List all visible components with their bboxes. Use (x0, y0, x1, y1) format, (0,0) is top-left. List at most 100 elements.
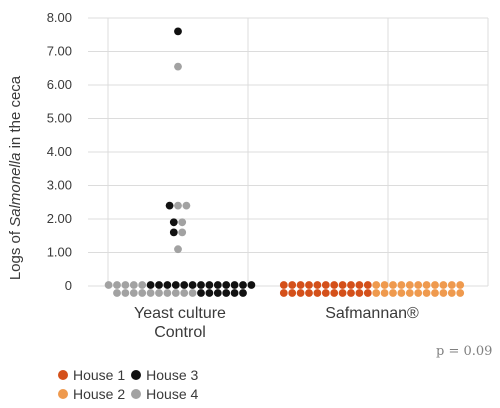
data-point-house-2 (431, 281, 439, 289)
legend-row-2: House 2 House 4 (58, 384, 204, 403)
data-point-house-2 (405, 289, 414, 297)
data-point-house-4 (174, 201, 182, 210)
data-point-house-3 (230, 289, 239, 297)
legend-swatch-house-3 (131, 369, 142, 380)
y-tick-label: 2.00 (47, 211, 72, 226)
data-point-house-2 (389, 289, 397, 297)
data-point-house-2 (456, 289, 465, 297)
data-point-house-1 (279, 281, 288, 289)
data-point-house-4 (113, 281, 121, 289)
data-point-house-3 (163, 281, 172, 289)
data-point-house-4 (163, 289, 172, 297)
legend: House 1 House 3 House 2 House 4 (58, 365, 204, 403)
y-tick-label: 0 (65, 278, 72, 293)
legend-item-house-1: House 1 (58, 367, 125, 383)
data-point-house-2 (397, 281, 406, 289)
data-point-house-2 (447, 281, 456, 289)
legend-item-house-3: House 3 (131, 367, 198, 383)
data-point-house-4 (104, 281, 113, 289)
data-point-house-1 (321, 281, 330, 289)
data-point-house-2 (380, 289, 389, 297)
data-point-house-3 (222, 281, 231, 289)
data-point-house-1 (313, 289, 322, 297)
y-tick-label: 1.00 (47, 245, 72, 260)
data-point-house-1 (330, 281, 339, 289)
data-point-house-1 (355, 289, 364, 297)
data-point-house-3 (205, 281, 214, 289)
data-point-house-3 (222, 289, 231, 297)
data-point-house-2 (439, 281, 448, 289)
data-point-house-4 (174, 62, 182, 71)
p-value-annotation: p = 0.09 (436, 344, 493, 359)
data-point-house-4 (129, 289, 138, 297)
y-tick-label: 8.00 (47, 10, 72, 25)
data-point-house-2 (397, 289, 406, 297)
data-point-house-2 (439, 289, 448, 297)
data-point-house-1 (296, 281, 305, 289)
data-point-house-3 (197, 281, 205, 289)
data-point-house-1 (288, 281, 297, 289)
data-point-house-4 (182, 201, 191, 210)
data-point-house-4 (155, 289, 163, 297)
data-point-house-4 (129, 281, 138, 289)
data-point-house-4 (188, 289, 197, 297)
data-point-house-4 (121, 289, 130, 297)
legend-swatch-house-2 (58, 388, 68, 399)
data-point-house-1 (288, 289, 297, 297)
data-points (104, 27, 465, 297)
data-point-house-1 (305, 289, 313, 297)
data-point-house-3 (188, 281, 197, 289)
data-point-house-4 (138, 289, 147, 297)
data-point-house-4 (121, 281, 130, 289)
data-point-house-1 (296, 289, 305, 297)
data-point-house-4 (113, 289, 121, 297)
data-point-house-2 (380, 281, 389, 289)
data-point-house-3 (155, 281, 163, 289)
data-point-house-1 (363, 281, 372, 289)
data-point-house-4 (146, 289, 155, 297)
data-point-house-3 (174, 27, 182, 36)
data-point-house-1 (338, 289, 347, 297)
legend-swatch-house-4 (131, 388, 142, 399)
data-point-house-1 (279, 289, 288, 297)
data-point-house-1 (330, 289, 339, 297)
data-point-house-3 (239, 281, 247, 289)
legend-row-1: House 1 House 3 (58, 365, 204, 384)
data-point-house-2 (431, 289, 439, 297)
data-point-house-2 (389, 281, 397, 289)
data-point-house-3 (165, 201, 174, 210)
data-point-house-3 (205, 289, 214, 297)
data-point-house-3 (239, 289, 247, 297)
data-point-house-2 (414, 289, 423, 297)
y-tick-label: 4.00 (47, 144, 72, 159)
legend-item-house-2: House 2 (58, 386, 125, 402)
data-point-house-3 (197, 289, 205, 297)
category-label-line1: Yeast culture (134, 305, 226, 322)
data-point-house-3 (230, 281, 239, 289)
data-point-house-2 (372, 289, 381, 297)
data-point-house-2 (456, 281, 465, 289)
y-tick-label: 7.00 (47, 44, 72, 59)
data-point-house-4 (178, 228, 187, 237)
legend-label-house-3: House 3 (146, 366, 199, 383)
data-point-house-1 (313, 281, 322, 289)
data-point-house-1 (355, 281, 364, 289)
data-point-house-4 (174, 245, 182, 254)
data-point-house-1 (338, 281, 347, 289)
data-point-house-2 (372, 281, 381, 289)
data-point-house-3 (169, 218, 178, 227)
category-labels: Yeast culture Control Safmannan® (134, 305, 419, 341)
data-point-house-1 (305, 281, 313, 289)
data-point-house-4 (180, 289, 189, 297)
data-point-house-2 (447, 289, 456, 297)
category-label-line1: Safmannan® (325, 305, 419, 322)
data-point-house-3 (213, 289, 222, 297)
data-point-house-2 (422, 289, 431, 297)
data-point-house-3 (171, 281, 180, 289)
data-point-house-3 (180, 281, 189, 289)
data-point-house-3 (213, 281, 222, 289)
data-point-house-2 (405, 281, 414, 289)
legend-item-house-4: House 4 (131, 386, 198, 402)
category-label-line2: Control (154, 324, 206, 341)
data-point-house-1 (321, 289, 330, 297)
